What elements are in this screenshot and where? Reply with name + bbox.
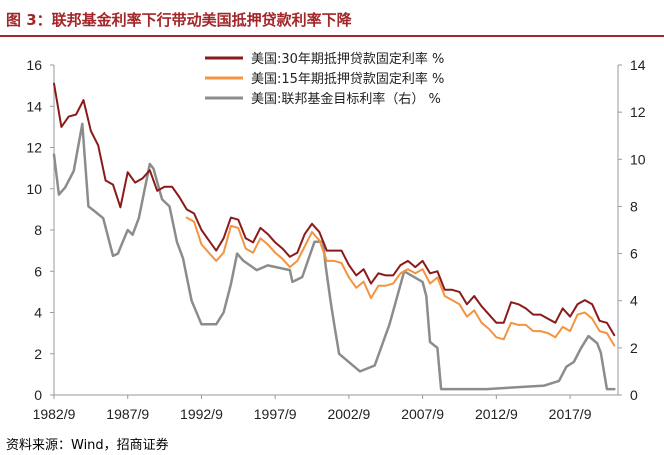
x-tick-label: 1997/9 — [254, 406, 297, 422]
y-left-tick-label: 4 — [34, 305, 42, 321]
x-tick-label: 1982/9 — [33, 406, 76, 422]
y-right-tick-label: 2 — [630, 340, 638, 356]
y-left-tick-label: 14 — [26, 98, 42, 114]
legend-label-2: 美国:15年期抵押贷款固定利率 % — [251, 71, 444, 87]
y-left-tick-label: 6 — [34, 263, 42, 279]
x-tick-label: 2007/9 — [401, 406, 444, 422]
x-tick-label: 2012/9 — [475, 406, 518, 422]
source-note: 资料来源：Wind，招商证券 — [6, 438, 169, 453]
chart: 0 2 4 6 8 10 12 14 16 0 2 4 6 8 10 12 14 1982/9 1987/9 1992… — [26, 51, 646, 422]
series-line-2 — [185, 216, 616, 347]
x-tick-label: 1987/9 — [106, 406, 149, 422]
y-left-tick-label: 2 — [34, 346, 42, 362]
y-right-tick-label: 0 — [630, 387, 638, 403]
y-right-tick-label: 14 — [630, 57, 646, 73]
y-left-tick-label: 12 — [26, 140, 42, 156]
y-right-tick-label: 6 — [630, 246, 638, 262]
y-left-tick-label: 16 — [26, 57, 42, 73]
y-left-tick-label: 0 — [34, 387, 42, 403]
chart-title: 图 3：联邦基金利率下行带动美国抵押贷款利率下降 — [6, 11, 352, 29]
y-left-tick-label: 10 — [26, 181, 42, 197]
x-tick-label: 2017/9 — [549, 406, 592, 422]
x-tick-label: 2002/9 — [327, 406, 370, 422]
y-right-tick-label: 10 — [630, 151, 646, 167]
title-divider — [0, 35, 664, 37]
series-line-1 — [53, 82, 616, 337]
y-right-tick-label: 8 — [630, 198, 638, 214]
title-bar: 图 3：联邦基金利率下行带动美国抵押贷款利率下降 — [0, 0, 664, 37]
legend-label-3: 美国:联邦基金目标利率（右） % — [251, 91, 441, 107]
x-tick-label: 1992/9 — [180, 406, 223, 422]
series-line-3 — [52, 122, 616, 391]
y-right-tick-label: 12 — [630, 104, 646, 120]
y-left-tick-label: 8 — [34, 222, 42, 238]
y-right-tick-label: 4 — [630, 293, 638, 309]
legend-label-1: 美国:30年期抵押贷款固定利率 % — [251, 51, 444, 67]
